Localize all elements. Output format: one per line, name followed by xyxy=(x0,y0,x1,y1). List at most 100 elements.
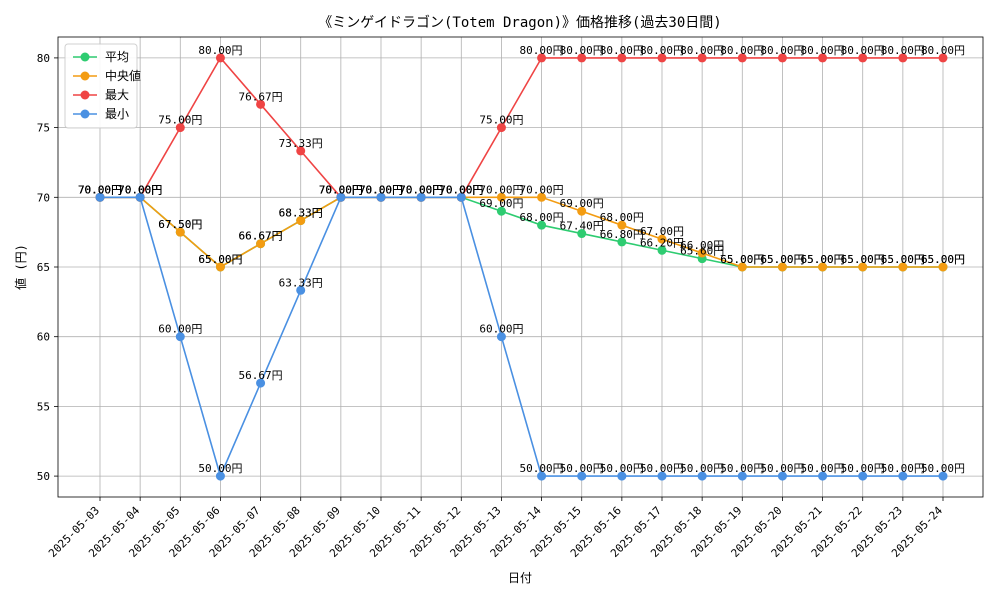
data-label: 67.50円 xyxy=(158,218,202,231)
y-tick-label: 50 xyxy=(37,470,50,483)
data-label: 80.00円 xyxy=(760,44,804,57)
data-labels: 70.00円70.00円67.50円65.00円66.67円68.33円70.0… xyxy=(78,44,965,475)
y-axis-label: 値 (円) xyxy=(13,244,28,290)
series-line xyxy=(100,196,943,268)
data-point xyxy=(777,53,787,63)
data-point xyxy=(657,245,667,255)
legend-item: 最小 xyxy=(73,107,129,121)
data-point xyxy=(657,53,667,63)
data-label: 70.00円 xyxy=(78,183,122,196)
legend-marker xyxy=(80,52,90,62)
y-tick-label: 60 xyxy=(37,331,50,344)
data-point xyxy=(858,471,868,481)
data-label: 70.00円 xyxy=(359,183,403,196)
data-label: 50.00円 xyxy=(680,462,724,475)
data-point xyxy=(858,53,868,63)
data-label: 70.00円 xyxy=(399,183,443,196)
data-point xyxy=(818,53,828,63)
data-label: 65.00円 xyxy=(801,253,845,266)
data-point xyxy=(898,262,908,272)
data-point xyxy=(697,53,707,63)
data-label: 65.00円 xyxy=(841,253,885,266)
data-label: 50.00円 xyxy=(198,462,242,475)
legend-frame xyxy=(64,43,138,129)
data-point xyxy=(296,146,306,156)
data-point xyxy=(737,53,747,63)
data-point xyxy=(577,229,587,239)
data-point xyxy=(617,220,627,230)
data-label: 63.33円 xyxy=(279,276,323,289)
data-point xyxy=(617,53,627,63)
data-point xyxy=(537,53,547,63)
data-label: 80.00円 xyxy=(680,44,724,57)
data-label: 50.00円 xyxy=(921,462,965,475)
data-point xyxy=(537,220,547,230)
data-label: 65.00円 xyxy=(760,253,804,266)
data-label: 50.00円 xyxy=(520,462,564,475)
data-label: 56.67円 xyxy=(239,369,283,382)
data-point xyxy=(175,123,185,133)
data-label: 80.00円 xyxy=(881,44,925,57)
data-label: 68.00円 xyxy=(600,211,644,224)
data-label: 70.00円 xyxy=(439,183,483,196)
series-group xyxy=(95,53,948,481)
chart-title: 《ミンゲイドラゴン(Totem Dragon)》価格推移(過去30日間) xyxy=(318,14,721,31)
legend-label: 平均 xyxy=(105,50,129,64)
data-label: 68.33円 xyxy=(279,207,323,220)
data-point xyxy=(416,192,426,202)
data-label: 66.20円 xyxy=(640,236,684,249)
data-point xyxy=(617,471,627,481)
data-label: 80.00円 xyxy=(198,44,242,57)
data-point xyxy=(898,53,908,63)
data-label: 66.67円 xyxy=(239,230,283,243)
data-label: 65.00円 xyxy=(720,253,764,266)
data-label: 50.00円 xyxy=(560,462,604,475)
data-label: 70.00円 xyxy=(319,183,363,196)
data-point xyxy=(215,262,225,272)
data-point xyxy=(777,262,787,272)
legend-label: 中央値 xyxy=(105,68,141,83)
data-label: 70.00円 xyxy=(118,183,162,196)
data-point xyxy=(496,123,506,133)
data-label: 65.00円 xyxy=(881,253,925,266)
data-label: 65.00円 xyxy=(198,253,242,266)
data-label: 80.00円 xyxy=(640,44,684,57)
data-label: 70.00円 xyxy=(359,183,403,196)
data-label: 80.00円 xyxy=(600,44,644,57)
series-line xyxy=(100,56,943,199)
legend-marker xyxy=(80,109,90,119)
data-point xyxy=(737,262,747,272)
data-label: 70.00円 xyxy=(78,183,122,196)
data-label: 80.00円 xyxy=(560,44,604,57)
legend-marker xyxy=(80,71,90,81)
y-tick-label: 75 xyxy=(37,122,50,135)
data-label: 65.00円 xyxy=(921,253,965,266)
data-label: 60.00円 xyxy=(479,323,523,336)
data-label: 70.00円 xyxy=(359,183,403,196)
data-point xyxy=(175,332,185,342)
data-label: 67.00円 xyxy=(640,225,684,238)
series-最小 xyxy=(95,192,948,481)
data-point xyxy=(938,471,948,481)
data-label: 50.00円 xyxy=(760,462,804,475)
data-label: 75.00円 xyxy=(158,114,202,127)
data-label: 65.00円 xyxy=(720,253,764,266)
y-tick-label: 80 xyxy=(37,52,50,65)
data-label: 65.60円 xyxy=(680,245,724,258)
data-point xyxy=(215,471,225,481)
data-point xyxy=(777,471,787,481)
data-label: 70.00円 xyxy=(319,183,363,196)
data-label: 75.00円 xyxy=(479,114,523,127)
data-label: 70.00円 xyxy=(479,183,523,196)
data-label: 65.00円 xyxy=(881,253,925,266)
data-label: 50.00円 xyxy=(801,462,845,475)
data-point xyxy=(577,53,587,63)
data-label: 70.00円 xyxy=(439,183,483,196)
data-label: 80.00円 xyxy=(520,44,564,57)
data-label: 65.00円 xyxy=(801,253,845,266)
data-point xyxy=(256,378,266,388)
data-label: 70.00円 xyxy=(399,183,443,196)
